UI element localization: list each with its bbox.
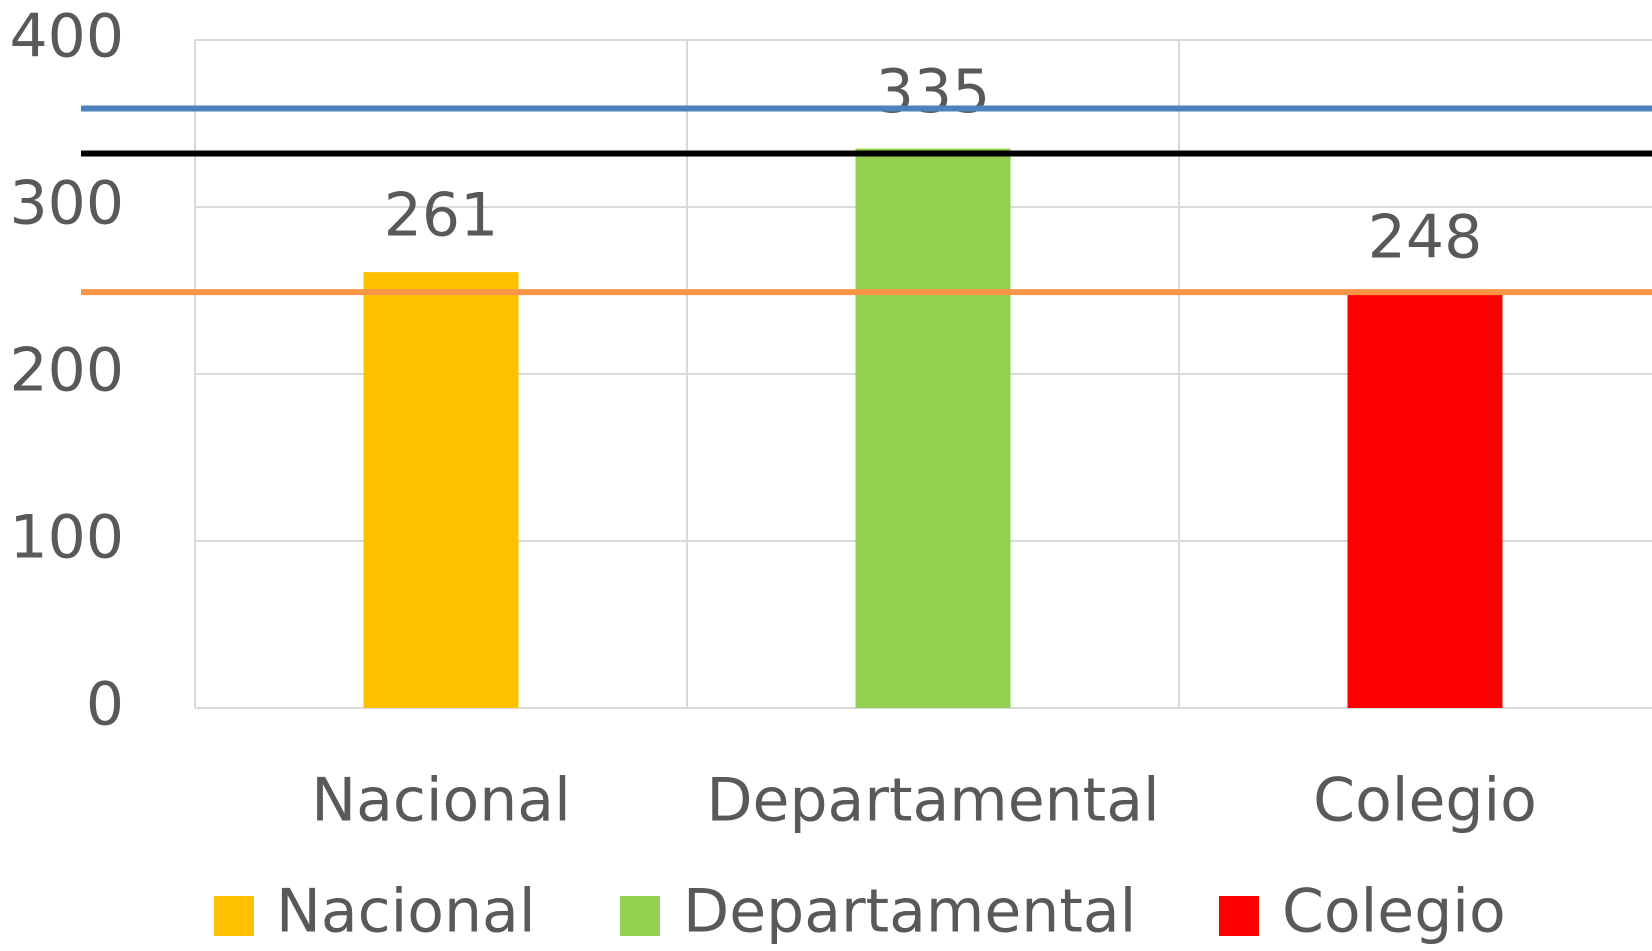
x-tick-label: Colegio [1313,766,1537,836]
x-tick-label: Nacional [311,766,570,836]
y-tick-label: 300 [9,169,124,239]
bar [1347,293,1503,708]
legend-swatch [1219,896,1259,936]
y-tick-label: 100 [9,503,124,573]
legend-label: Colegio [1282,877,1506,947]
legend-label: Departamental [683,877,1136,947]
legend-swatch [214,896,254,936]
legend-swatch [620,896,660,936]
bar [363,272,519,708]
legend-label: Nacional [276,877,535,947]
data-label: 335 [876,57,991,127]
y-tick-label: 0 [86,670,124,740]
data-label: 248 [1368,202,1483,272]
y-tick-label: 200 [9,336,124,406]
y-tick-label: 400 [9,2,124,72]
x-tick-label: Departamental [706,766,1159,836]
bar [855,148,1011,709]
data-label: 261 [384,181,499,251]
